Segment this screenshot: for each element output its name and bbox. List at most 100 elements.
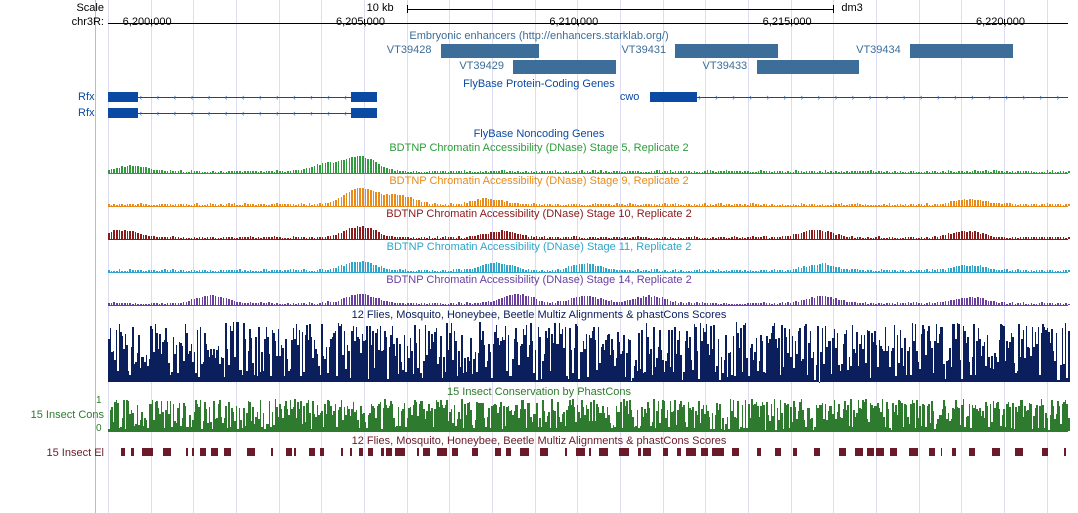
conserved-element[interactable] — [599, 448, 609, 456]
gene-exon[interactable] — [108, 108, 138, 118]
gene-strand-arrow: › — [698, 93, 701, 102]
conserved-element[interactable] — [423, 448, 430, 456]
scale-bar — [407, 9, 834, 10]
conserved-element[interactable] — [540, 448, 548, 456]
conserved-element[interactable] — [855, 448, 863, 456]
conserved-element[interactable] — [909, 448, 919, 456]
enhancer-label[interactable]: VT39428 — [387, 44, 432, 56]
conserved-element[interactable] — [452, 448, 458, 456]
enhancer-region[interactable] — [757, 60, 859, 74]
conserved-element[interactable] — [417, 448, 419, 456]
conserved-element[interactable] — [341, 448, 343, 456]
conserved-element[interactable] — [576, 448, 585, 456]
conserved-element[interactable] — [142, 448, 153, 456]
conserved-element[interactable] — [437, 448, 447, 456]
conserved-element[interactable] — [271, 448, 273, 456]
conserved-element[interactable] — [247, 448, 255, 456]
conserved-element[interactable] — [867, 448, 874, 456]
conserved-element[interactable] — [309, 448, 315, 456]
conserved-element[interactable] — [638, 448, 641, 456]
conserved-element[interactable] — [839, 448, 846, 456]
conserved-element[interactable] — [1064, 448, 1066, 456]
conserved-element[interactable] — [992, 448, 1000, 456]
conserved-element[interactable] — [941, 448, 942, 456]
conserved-element[interactable] — [890, 448, 896, 456]
gene-exon[interactable] — [351, 92, 377, 102]
conserved-element[interactable] — [368, 448, 373, 456]
conserved-element[interactable] — [350, 448, 352, 456]
conserved-element[interactable] — [589, 448, 591, 456]
conserved-element[interactable] — [163, 448, 171, 456]
gene-exon[interactable] — [351, 108, 377, 118]
conserved-element[interactable] — [775, 448, 781, 456]
gene-strand-arrow: ‹ — [310, 93, 313, 102]
conserved-element[interactable] — [320, 448, 324, 456]
conserved-element[interactable] — [192, 448, 195, 456]
wiggle-track[interactable] — [108, 287, 1068, 305]
conserved-element[interactable] — [701, 448, 707, 456]
conserved-element[interactable] — [395, 448, 405, 456]
gene-strand-arrow: › — [818, 93, 821, 102]
conserved-element[interactable] — [732, 448, 739, 456]
conserved-element[interactable] — [495, 448, 501, 456]
gene-exon[interactable] — [650, 92, 697, 102]
gene-label[interactable]: Rfx — [78, 107, 95, 119]
conserved-element[interactable] — [359, 448, 363, 456]
gene-exon[interactable] — [108, 92, 138, 102]
conserved-element[interactable] — [472, 448, 478, 456]
conserved-element[interactable] — [186, 448, 187, 456]
conserved-element[interactable] — [121, 448, 125, 456]
enhancer-region[interactable] — [910, 44, 1012, 58]
conserved-element[interactable] — [929, 448, 935, 456]
wiggle-track[interactable] — [108, 188, 1068, 206]
gene-label[interactable]: cwo — [620, 91, 640, 103]
conserved-element[interactable] — [712, 448, 723, 456]
conserved-element[interactable] — [1042, 448, 1048, 456]
gene-label[interactable]: Rfx — [78, 91, 95, 103]
gene-strand-arrow: › — [766, 93, 769, 102]
conserved-element[interactable] — [686, 448, 696, 456]
conserved-element[interactable] — [952, 448, 956, 456]
conserved-element[interactable] — [814, 448, 820, 456]
conserved-element[interactable] — [211, 448, 218, 456]
phastcons12-title: 12 Flies, Mosquito, Honeybee, Beetle Mul… — [0, 309, 1078, 321]
conserved-element[interactable] — [677, 448, 681, 456]
conserved-element[interactable] — [876, 448, 884, 456]
gene-strand-arrow: ‹ — [259, 109, 262, 118]
enhancer-region[interactable] — [513, 60, 615, 74]
conserved-element[interactable] — [663, 448, 668, 456]
ruler-tick-label: 6,220,000 — [976, 16, 1025, 28]
phastcons15-ymax: 1 — [96, 395, 102, 406]
gene-strand-arrow: › — [1005, 93, 1008, 102]
wiggle-track[interactable] — [108, 155, 1068, 173]
gene-strand-arrow: ‹ — [344, 109, 347, 118]
conserved-element[interactable] — [286, 448, 292, 456]
conserved-element[interactable] — [520, 448, 529, 456]
conserved-element[interactable] — [643, 448, 651, 456]
conserved-element[interactable] — [381, 448, 384, 456]
wiggle-track[interactable] — [108, 221, 1068, 239]
gene-strand-arrow: ‹ — [139, 93, 142, 102]
conserved-element[interactable] — [565, 448, 568, 456]
enhancer-label[interactable]: VT39431 — [621, 44, 666, 56]
conserved-element[interactable] — [969, 448, 975, 456]
conserved-element[interactable] — [294, 448, 296, 456]
phastcons15-track[interactable] — [108, 399, 1068, 431]
enhancer-label[interactable]: VT39433 — [703, 60, 748, 72]
conserved-element[interactable] — [793, 448, 797, 456]
track-title: BDTNP Chromatin Accessibility (DNase) St… — [0, 175, 1078, 187]
conserved-element[interactable] — [757, 448, 762, 456]
conserved-element[interactable] — [506, 448, 510, 456]
conserved-element[interactable] — [1015, 448, 1023, 456]
conserved-element[interactable] — [200, 448, 207, 456]
enhancer-region[interactable] — [441, 44, 539, 58]
enhancer-label[interactable]: VT39434 — [856, 44, 901, 56]
conserved-element[interactable] — [224, 448, 231, 456]
wiggle-track[interactable] — [108, 254, 1068, 272]
phastcons12-track[interactable] — [108, 322, 1068, 382]
enhancer-label[interactable]: VT39429 — [459, 60, 504, 72]
conserved-element[interactable] — [131, 448, 134, 456]
enhancer-region[interactable] — [675, 44, 777, 58]
conserved-element[interactable] — [386, 448, 392, 456]
conserved-element[interactable] — [619, 448, 630, 456]
